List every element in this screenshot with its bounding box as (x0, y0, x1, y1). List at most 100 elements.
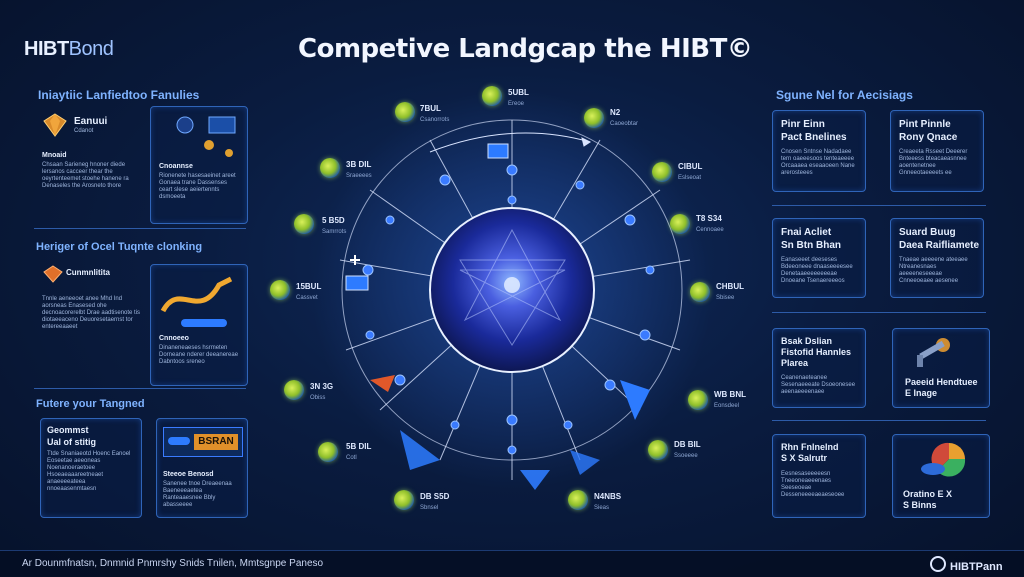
right-card-7-title: Rhn Fnlnelnd S X Salrutr (781, 442, 839, 463)
node-6-label: 5 B5D Samrrots (322, 216, 347, 235)
left-divider-1 (34, 228, 246, 229)
core-star-pattern (459, 228, 566, 346)
central-diagram (312, 90, 712, 490)
footer-text: Ar Dounmfnatsn, Dnmnid Pnmrshy Snids Tni… (22, 558, 324, 569)
node-12-label: 5B DIL Cotl (346, 442, 372, 461)
card-6-badge: BSRAN (194, 434, 238, 450)
node-10-icon (284, 380, 304, 400)
right-card-1-body: Cnosen Sntnse Nadadaee tern oaeeesoos te… (781, 149, 855, 176)
footer-logo: HIBTPann (930, 556, 1003, 573)
right-card-5: Bsak Dslian Fistofid Hannles Plarea Ceanen… (772, 328, 866, 408)
node-3-label: N2 Caoeobtar (610, 108, 639, 127)
footer-bar (0, 550, 1024, 577)
node-2-icon (482, 86, 502, 106)
left-card-5: Geommst Ual of stitig Ttde Snaniaeotd Ho… (40, 418, 142, 518)
right-divider-3 (772, 420, 986, 421)
left-section-1-title: Iniaytiic Lanfiedtoo Fanulies (38, 88, 200, 102)
node-14-icon (394, 490, 414, 510)
node-8-icon (270, 280, 290, 300)
node-11-icon (688, 390, 708, 410)
hammer-icon (917, 338, 950, 367)
brand-sub: Bond (68, 38, 114, 60)
node-11-label: WB BNL Eonsdeel (714, 390, 746, 409)
card-5-title: Geommst (47, 425, 89, 435)
node-13-label: DB BIL Ssoeeee (674, 440, 701, 459)
left-section-2-title: Heriger of Ocel Tuqnte clonking (36, 241, 203, 253)
right-card-3: Fnai Acliet Sn Btn Bhan Eanaseeet deesese… (772, 218, 866, 298)
card-4-body: Dinaneneaeses hsrmeten Dorneane nderer d… (159, 345, 239, 365)
spoke-beads (362, 164, 655, 455)
card-3-title: Cunmnlitita (66, 268, 110, 277)
right-card-5-title: Bsak Dslian Fistofid Hannles Plarea (781, 336, 852, 368)
right-card-1-title: Pinr Einn Pact Bnelines (781, 119, 847, 143)
footer-logo-text: HIBTPann (950, 561, 1003, 573)
card-1-head: Mnoaid (42, 152, 67, 159)
node-5-label: CIBUL Eslseoat (678, 162, 703, 181)
right-card-6: Paeeid Hendtuee E Inage (892, 328, 990, 408)
right-card-2-title: Pint Pinnle Rony Qnace (899, 119, 958, 143)
right-card-3-body: Eanaseeet deeseses Bdeeoneee dnaaseeeese… (781, 257, 853, 284)
right-card-4-body: Tnaeae aeeeene ateeaee Ntreanesnaes aeee… (899, 257, 968, 284)
right-card-4: Suard Buug Daea Raifliamete Tnaeae aeeeen… (890, 218, 984, 298)
gem-icon (43, 113, 67, 137)
right-card-7-body: Eesnesaseeeeesn Tneeoneaeeenaes Seeseoea… (781, 471, 845, 498)
left-card-1: Eanuui Cdanot Mnoaid Chsaan Sarieneg hno… (34, 106, 146, 218)
orbit-arrow (429, 132, 591, 153)
node-6-icon (294, 214, 314, 234)
left-section-3-title: Futere your Tangned (36, 398, 145, 410)
left-divider-2 (34, 388, 246, 389)
node-12-icon (318, 442, 338, 462)
node-3-icon (584, 108, 604, 128)
card-5-body: Ttde Snaniaeotd Hoenc Eanoel Eoseetae ae… (47, 451, 131, 492)
node-10-label: 3N 3G Obiss (310, 382, 334, 401)
node-9-label: CHBUL Sbisee (716, 282, 744, 301)
page-title: Competive Landgcap the HIBT© (298, 34, 753, 64)
core-center (504, 277, 520, 293)
diamond-icon (43, 265, 63, 283)
node-15-icon (568, 490, 588, 510)
card-4-head: Cnnoeeo (159, 335, 189, 342)
right-divider-1 (772, 205, 986, 206)
wave-icon (160, 276, 233, 327)
node-2-label: 5UBL Ereoe (508, 88, 529, 107)
card-2-body: Rionenete hasesaeinet areet Gonaea trane… (159, 173, 236, 200)
node-9-icon (690, 282, 710, 302)
card-5-sub: Ual of stitig (47, 437, 96, 447)
node-4-label: 3B DIL Sraeeees (346, 160, 372, 179)
card-3-body: Tnnle aeneeoet anee Mhd Ind aorsneas Ena… (42, 296, 141, 330)
node-7-icon (670, 214, 690, 234)
node-8-label: 15BUL Cassvet (296, 282, 322, 301)
left-card-6: BSRAN Steeoe Benosd Sanenee tnoe Dreaeen… (156, 418, 248, 518)
brand-logo: HIBTBond (24, 38, 114, 61)
left-card-4: Cnnoeeo Dinaneneaeses hsrmeten Dorneane … (150, 264, 248, 386)
card-6-head: Steeoe Benosd (163, 471, 214, 478)
right-card-2-body: Creaeeta Rsseet Deeerer Bnteeess bteacae… (899, 149, 968, 176)
node-1-icon (395, 102, 415, 122)
node-4-icon (320, 158, 340, 178)
node-15-label: N4NBS Sieas (594, 492, 622, 511)
orbit-tools (345, 143, 650, 490)
right-section-title: Sgune Nel for Aecisiags (776, 88, 913, 102)
card-6-body: Sanenee tnoe Dreaeenaa Baeneeeaetea Rant… (163, 481, 232, 508)
left-card-2: Cnoannse Rionenete hasesaeinet areet Gon… (150, 106, 248, 224)
card-1-body: Chsaan Sarieneg hnoner diede lersanos ca… (42, 162, 129, 189)
node-14-label: DB S5D Sbnsel (420, 492, 450, 511)
pie-icon (921, 442, 966, 477)
left-card-3: Cunmnlitita Tnnle aeneeoet anee Mhd Ind … (34, 262, 146, 382)
card-1-sub: Cdanot (74, 128, 94, 134)
right-card-2: Pint Pinnle Rony Qnace Creaeeta Rsseet De… (890, 110, 984, 192)
card-2-head: Cnoannse (159, 163, 193, 170)
right-card-4-title: Suard Buug Daea Raifliamete (899, 227, 980, 251)
card-1-title: Eanuui (74, 116, 108, 127)
right-divider-2 (772, 312, 986, 313)
card-6-banner: BSRAN (163, 427, 243, 457)
node-13-icon (648, 440, 668, 460)
right-card-7: Rhn Fnlnelnd S X Salrutr Eesnesaseeeeesn … (772, 434, 866, 518)
node-5-icon (652, 162, 672, 182)
node-1-label: 7BUL Csanorrots (420, 104, 450, 123)
tools-icon (176, 116, 236, 157)
node-7-label: T8 S34 Cennoaee (696, 214, 724, 233)
brand-main: HIBT (24, 38, 69, 60)
